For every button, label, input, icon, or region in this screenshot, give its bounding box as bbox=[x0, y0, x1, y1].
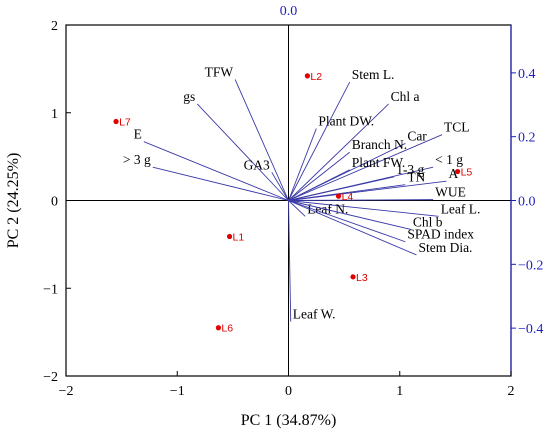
loading-label: Chl b bbox=[413, 214, 443, 229]
x-tick-label: 0 bbox=[285, 384, 292, 399]
y-tick-label: 0 bbox=[51, 195, 58, 210]
score-point bbox=[455, 168, 461, 175]
top-axis-label: 0.0 bbox=[280, 4, 298, 19]
loading-vector bbox=[288, 128, 317, 201]
loading-vector bbox=[288, 103, 389, 201]
loading-label: Stem L. bbox=[352, 67, 395, 82]
y-tick-label: −1 bbox=[43, 282, 58, 297]
y-axis-title: PC 2 (24.25%) bbox=[5, 153, 22, 249]
loading-vector bbox=[288, 180, 447, 201]
loading-label: WUE bbox=[435, 185, 466, 200]
loading-vector bbox=[288, 200, 417, 256]
loading-vector bbox=[234, 79, 289, 201]
loading-label: Stem Dia. bbox=[418, 240, 472, 255]
loading-label: GA3 bbox=[244, 157, 270, 172]
score-label: L2 bbox=[310, 71, 322, 83]
x-axis-ticks: −2 −1 0 1 2 bbox=[59, 371, 515, 399]
score-points: L1 L2 L3 L4 L5 L6 L7 bbox=[113, 71, 472, 335]
loading-label: TCL bbox=[444, 120, 470, 135]
loading-vector bbox=[271, 172, 289, 201]
x-axis-title: PC 1 (34.87%) bbox=[241, 412, 337, 429]
loading-label: > 3 g bbox=[123, 152, 151, 167]
loading-label: < 1 g bbox=[435, 152, 463, 167]
score-label: L4 bbox=[342, 191, 354, 203]
y-tick-label: 1 bbox=[51, 107, 58, 122]
loading-label: Leaf W. bbox=[293, 307, 336, 322]
loading-tick-label: −0.2 bbox=[518, 258, 543, 273]
loading-tick-label: 0.4 bbox=[518, 67, 536, 82]
loading-vector bbox=[288, 169, 350, 201]
loading-vector bbox=[152, 166, 289, 201]
loading-vector bbox=[288, 200, 411, 230]
loading-vector bbox=[143, 141, 289, 201]
loading-label: Car bbox=[407, 128, 427, 143]
x-tick-label: −1 bbox=[170, 384, 185, 399]
loading-vector bbox=[196, 103, 289, 201]
loading-label: Plant DW. bbox=[318, 114, 374, 129]
loading-label: gs bbox=[183, 89, 195, 104]
loading-tick-label: 0.2 bbox=[518, 131, 536, 146]
loading-axis-ticks: −0.4 −0.2 0.0 0.2 0.4 bbox=[511, 67, 543, 337]
score-label: L7 bbox=[119, 117, 131, 129]
loading-label: 1-3 g bbox=[396, 162, 424, 177]
loading-label: A bbox=[448, 166, 458, 181]
score-label: L5 bbox=[461, 167, 473, 179]
y-tick-label: 2 bbox=[51, 19, 58, 34]
score-point bbox=[335, 193, 342, 199]
loading-vector bbox=[288, 81, 351, 201]
loading-tick-label: −0.4 bbox=[518, 322, 543, 337]
loading-label: E bbox=[134, 127, 142, 142]
loading-vector bbox=[288, 151, 350, 201]
x-tick-label: −2 bbox=[59, 384, 74, 399]
loading-label: Chl a bbox=[391, 89, 420, 104]
score-label: L6 bbox=[221, 323, 233, 335]
loading-label: SPAD index bbox=[407, 227, 474, 242]
x-tick-label: 2 bbox=[508, 384, 515, 399]
loading-label: Plant FW. bbox=[352, 155, 406, 170]
loading-vector bbox=[288, 176, 395, 201]
score-label: L3 bbox=[356, 272, 368, 284]
score-point bbox=[350, 274, 356, 280]
loading-vectors: TFW Stem L. gs Chl a Plant DW. TCL Car E Branch … bbox=[123, 64, 481, 322]
loading-label: TFW bbox=[205, 64, 234, 79]
score-point bbox=[226, 233, 233, 240]
loading-vector bbox=[288, 200, 439, 217]
loading-tick-label: 0.0 bbox=[518, 195, 536, 210]
loading-vector bbox=[288, 134, 443, 201]
y-axis-ticks: −2 −1 0 1 2 bbox=[43, 19, 71, 385]
loading-vector bbox=[288, 200, 406, 243]
y-tick-label: −2 bbox=[43, 370, 58, 385]
score-point bbox=[215, 325, 222, 331]
score-label: L1 bbox=[233, 231, 245, 243]
loading-label: Branch N. bbox=[352, 137, 407, 152]
loading-vector bbox=[288, 200, 292, 322]
loading-label: Leaf L. bbox=[441, 201, 481, 216]
loading-label: TN bbox=[407, 170, 425, 185]
score-point bbox=[113, 118, 119, 125]
loading-vector bbox=[288, 199, 434, 201]
loading-vector bbox=[288, 200, 306, 217]
x-tick-label: 1 bbox=[396, 384, 403, 399]
score-point bbox=[304, 73, 311, 79]
